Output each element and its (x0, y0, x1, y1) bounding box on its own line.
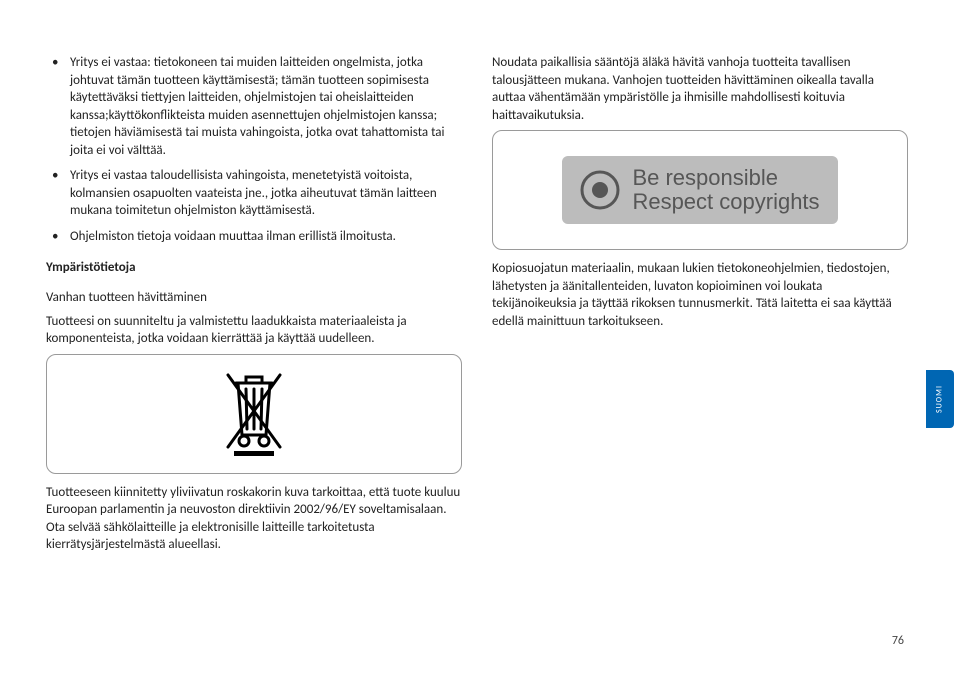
left-column: Yritys ei vastaa: tietokoneen tai muiden… (46, 54, 462, 560)
copyright-line2: Respect copyrights (632, 190, 819, 214)
copyright-line1: Be responsible (632, 166, 819, 190)
paragraph: Kopiosuojatun materiaalin, mukaan lukien… (492, 260, 908, 330)
language-tab: SUOMI (926, 370, 954, 428)
list-item: Yritys ei vastaa: tietokoneen tai muiden… (46, 54, 462, 159)
paragraph: Noudata paikallisia sääntöjä äläkä hävit… (492, 54, 908, 124)
crossed-bin-icon (214, 369, 294, 459)
copyright-figure: Be responsible Respect copyrights (492, 130, 908, 250)
list-item: Yritys ei vastaa taloudellisista vahingo… (46, 167, 462, 220)
copyright-text: Be responsible Respect copyrights (632, 166, 819, 214)
right-column: Noudata paikallisia sääntöjä äläkä hävit… (492, 54, 908, 560)
section-title-environment: Ympäristötietoja (46, 259, 462, 277)
page-number: 76 (892, 633, 904, 649)
copyright-badge: Be responsible Respect copyrights (562, 156, 837, 224)
page-content: Yritys ei vastaa: tietokoneen tai muiden… (0, 0, 954, 600)
disclaimer-list: Yritys ei vastaa: tietokoneen tai muiden… (46, 54, 462, 245)
list-item: Ohjelmiston tietoja voidaan muuttaa ilma… (46, 228, 462, 246)
copyright-icon (580, 170, 620, 210)
paragraph: Tuotteesi on suunniteltu ja valmistettu … (46, 313, 462, 348)
paragraph: Vanhan tuotteen hävittäminen (46, 289, 462, 307)
paragraph: Tuotteeseen kiinnitetty yliviivatun rosk… (46, 484, 462, 554)
weee-bin-figure (46, 354, 462, 474)
